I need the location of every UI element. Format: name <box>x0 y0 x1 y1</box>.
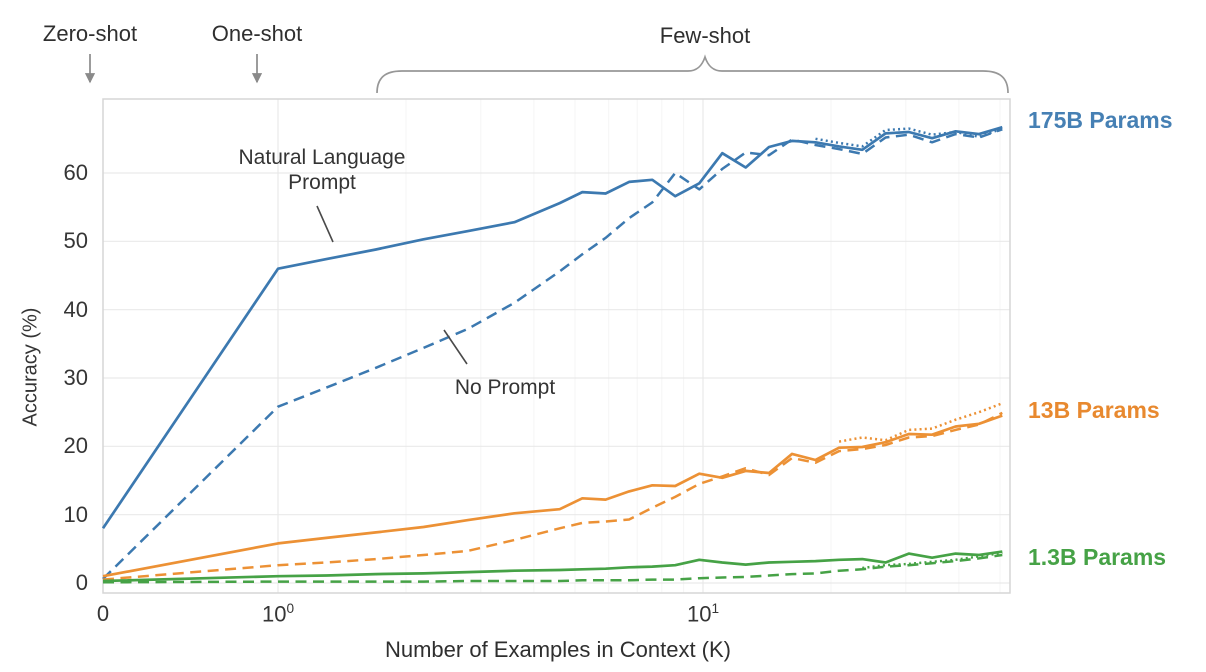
x-tick-label: 101 <box>686 601 720 627</box>
series-line-13b-dotted-overlay <box>838 402 1003 443</box>
series-line-175b-natural-language-prompt <box>101 125 1003 530</box>
few-shot-label: Few-shot <box>659 23 751 48</box>
natural-language-prompt-pointer <box>316 205 334 243</box>
plot-border <box>102 98 1011 594</box>
no-prompt-label: No Prompt <box>454 376 556 399</box>
x-tick-label: 0 <box>96 601 110 626</box>
y-tick-label: 50 <box>63 228 88 254</box>
y-tick-label: 60 <box>63 160 88 185</box>
no-prompt-pointer <box>443 329 468 365</box>
one-shot-label: One-shot <box>211 21 303 46</box>
y-tick-label: 40 <box>63 296 88 322</box>
x-tick-label: 100 <box>261 601 295 627</box>
y-tick-label: 0 <box>75 570 88 595</box>
y-tick-label: 30 <box>63 365 88 390</box>
natural-language-prompt-line1: Natural Language <box>238 146 406 169</box>
series-line-175b-no-prompt <box>102 128 1003 580</box>
series-line-1.3b-dotted-overlay <box>862 551 1003 570</box>
few-shot-brace <box>376 54 1009 94</box>
zero-shot-label: Zero-shot <box>42 21 138 46</box>
model-label-175b: 175B Params <box>1028 107 1173 133</box>
natural-language-prompt-label: Natural Language Prompt <box>239 145 406 195</box>
x-axis-title: Number of Examples in Context (K) <box>384 637 732 662</box>
series-line-13b-no-prompt <box>102 411 1003 581</box>
model-label-13b: 13B Params <box>1028 397 1160 423</box>
series-line-1.3b-no-prompt <box>102 553 1003 584</box>
natural-language-prompt-line2: Prompt <box>288 171 356 194</box>
series-line-1.3b-natural-language-prompt <box>102 550 1003 583</box>
series-line-175b-dotted-overlay <box>815 127 1003 148</box>
model-label-1.3b: 1.3B Params <box>1028 544 1167 570</box>
y-tick-label: 20 <box>63 433 88 459</box>
y-tick-label: 10 <box>63 501 88 527</box>
series-line-13b-natural-language-prompt <box>102 414 1003 578</box>
